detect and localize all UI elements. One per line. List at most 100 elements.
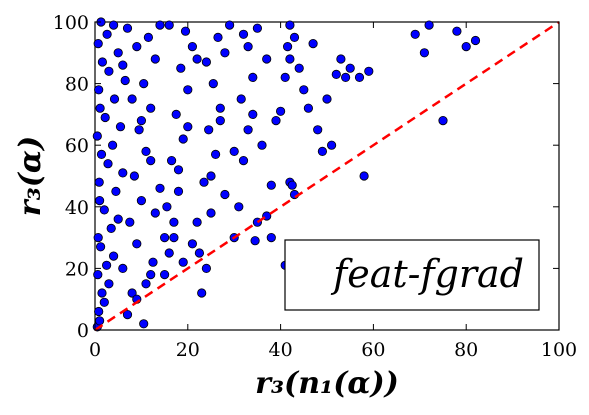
data-point	[141, 279, 151, 289]
data-point	[134, 125, 144, 135]
y-axis-label: r₃(α)	[13, 136, 48, 216]
y-tick-label: 0	[77, 320, 89, 342]
data-point	[155, 183, 165, 193]
data-point	[294, 63, 304, 73]
data-point	[208, 79, 218, 89]
data-point	[136, 196, 146, 206]
points-layer	[92, 17, 481, 332]
data-point	[206, 171, 216, 181]
data-point	[139, 79, 149, 89]
data-point	[266, 233, 276, 243]
data-point	[115, 122, 126, 132]
data-point	[220, 189, 230, 200]
x-tick-label: 20	[176, 339, 200, 361]
y-tick-label: 20	[65, 258, 89, 280]
data-point	[94, 177, 104, 187]
data-point	[199, 177, 209, 187]
data-point	[220, 48, 230, 58]
data-point	[173, 186, 184, 196]
data-point	[162, 202, 172, 212]
data-point	[364, 66, 374, 76]
data-point	[118, 263, 128, 273]
data-point	[118, 60, 128, 70]
data-point	[106, 223, 116, 233]
data-point	[104, 66, 114, 76]
data-point	[104, 279, 114, 289]
data-point	[438, 116, 448, 126]
data-point	[183, 85, 193, 95]
data-point	[213, 32, 223, 43]
x-axis-label: r₃(n₁(α))	[255, 366, 399, 401]
data-point	[122, 309, 133, 320]
data-point	[169, 217, 179, 227]
data-point	[187, 41, 197, 52]
data-point	[225, 20, 235, 30]
data-point	[282, 41, 293, 52]
y-tick-label: 60	[65, 135, 89, 157]
data-point	[171, 109, 181, 120]
data-point	[271, 116, 281, 126]
data-point	[252, 23, 262, 33]
data-point	[299, 85, 309, 95]
x-tick-label: 60	[361, 339, 385, 361]
data-point	[141, 146, 151, 156]
data-point	[326, 140, 337, 150]
data-point	[322, 94, 332, 104]
data-point	[215, 116, 225, 126]
data-point	[93, 233, 103, 243]
data-point	[94, 306, 104, 317]
data-point	[164, 20, 174, 30]
data-point	[238, 156, 249, 166]
reference-diagonal-line	[94, 20, 560, 332]
data-point	[461, 41, 471, 52]
data-point	[127, 288, 137, 298]
data-point	[317, 146, 327, 156]
data-point	[287, 180, 297, 190]
data-point	[97, 57, 108, 67]
data-point	[250, 236, 260, 246]
data-point	[248, 72, 258, 83]
data-point	[132, 41, 142, 52]
data-point	[410, 29, 420, 39]
data-point	[95, 103, 105, 113]
data-point	[102, 29, 112, 39]
data-point	[308, 38, 318, 49]
data-point	[167, 156, 177, 166]
data-point	[176, 63, 186, 73]
data-point	[150, 54, 160, 64]
data-point	[243, 41, 253, 52]
data-point	[215, 103, 225, 113]
data-point	[331, 69, 341, 80]
data-point	[148, 257, 158, 267]
data-point	[201, 57, 211, 67]
data-point	[120, 75, 130, 86]
data-point	[108, 140, 118, 150]
data-point	[236, 94, 246, 104]
data-point	[93, 269, 103, 280]
data-point	[206, 208, 216, 218]
data-point	[99, 297, 109, 307]
x-tick-label: 80	[454, 339, 478, 361]
data-point	[146, 103, 156, 113]
data-point	[109, 20, 119, 30]
data-point	[229, 146, 239, 156]
data-point	[139, 319, 149, 329]
data-point	[178, 257, 188, 267]
data-point	[313, 125, 323, 135]
data-point	[150, 208, 160, 218]
data-point	[96, 149, 107, 159]
data-point	[99, 205, 109, 215]
data-point	[109, 251, 119, 261]
data-point	[211, 149, 221, 159]
legend-label: feat-fgrad	[330, 252, 524, 296]
y-tick-label: 100	[53, 12, 89, 34]
data-point	[470, 35, 481, 46]
data-point	[143, 32, 153, 43]
data-point	[146, 156, 156, 166]
data-point	[280, 72, 290, 83]
data-point	[204, 125, 214, 135]
data-point	[173, 165, 184, 175]
data-point	[127, 94, 137, 104]
data-point	[136, 116, 146, 126]
